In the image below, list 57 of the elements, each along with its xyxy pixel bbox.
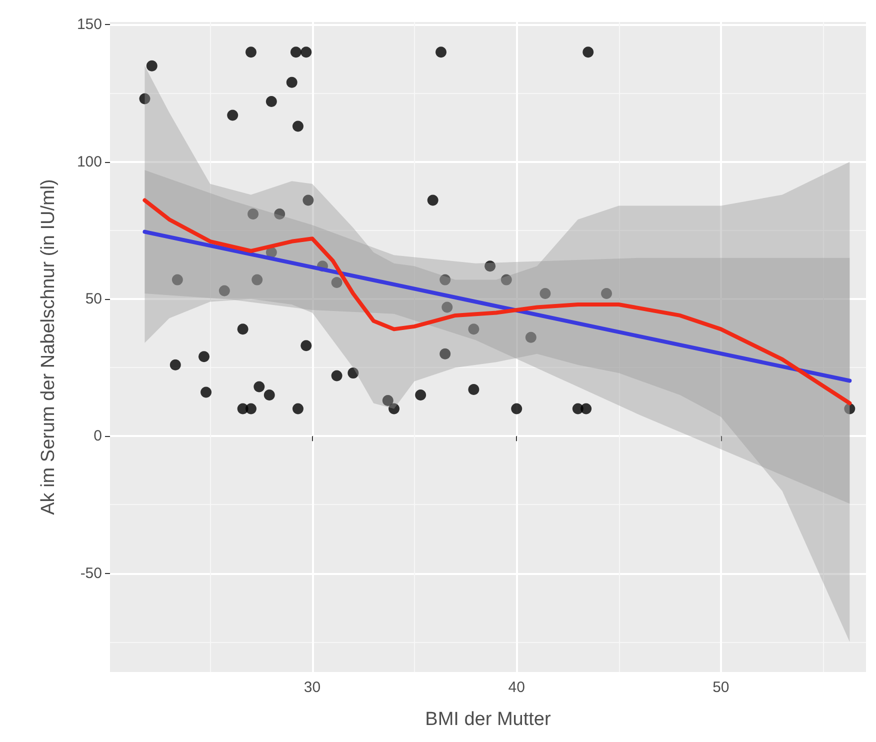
point [468,324,480,335]
point [484,260,496,272]
point [382,394,394,406]
point [248,208,259,220]
y-tick-label: 100 [76,153,102,170]
point [172,274,183,286]
point [227,110,238,121]
point [601,288,612,300]
point [218,285,230,296]
point [266,96,277,108]
point [525,332,536,343]
point [264,390,275,400]
point [290,46,302,58]
point [436,46,447,58]
point [200,386,212,398]
point [442,302,453,313]
x-tick-label: 50 [712,679,730,696]
point [427,194,438,206]
point [440,348,451,360]
point [274,208,286,220]
point [254,381,265,392]
line-series [142,230,852,383]
point [302,194,314,206]
point [292,120,304,132]
point [286,76,298,88]
point [500,274,512,286]
point [300,46,312,58]
y-axis-title: Ak im Serum der Nabelschnur (in IU/ml) [38,179,59,515]
point [237,324,248,335]
point [245,403,256,414]
y-tick-label: 50 [85,290,102,308]
x-tick-label: 30 [304,679,321,696]
y-tick-label: 0 [94,428,102,445]
point [580,403,592,414]
x-tick-label: 40 [508,679,525,696]
y-tick-label: -50 [80,564,102,582]
point [440,274,451,286]
point [170,359,181,370]
point [198,351,210,362]
point [844,403,856,414]
point [540,288,551,300]
point [245,46,256,58]
point [300,340,312,352]
point [331,277,342,288]
point [331,370,342,382]
point [139,93,150,104]
point [582,46,594,58]
x-axis-title: BMI der Mutter [425,709,552,730]
y-tick-label: 150 [76,16,102,34]
point [511,403,522,414]
point [415,390,426,400]
point [146,60,158,72]
point [252,274,263,286]
point [292,403,304,414]
point [388,403,400,414]
point [348,368,359,379]
point [468,384,480,396]
